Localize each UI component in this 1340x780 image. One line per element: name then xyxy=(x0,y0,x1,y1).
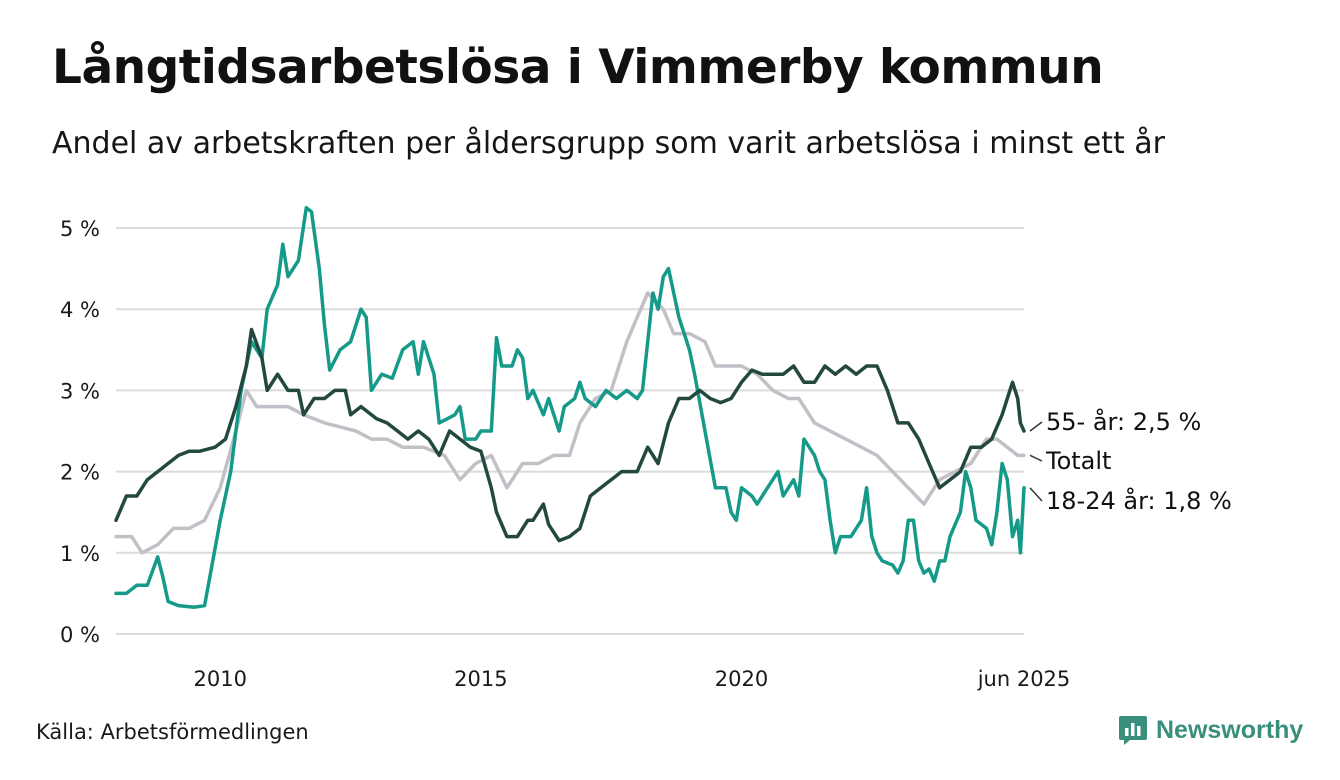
y-tick-label: 1 % xyxy=(60,542,100,566)
x-tick-label: 2020 xyxy=(715,667,768,691)
series-end-label: Totalt xyxy=(1045,447,1111,475)
series-end-label: 18-24 år: 1,8 % xyxy=(1046,486,1232,515)
y-tick-label: 0 % xyxy=(60,623,100,647)
y-tick-label: 3 % xyxy=(60,379,100,403)
chart-title: Långtidsarbetslösa i Vimmerby kommun xyxy=(52,40,1104,95)
y-tick-label: 4 % xyxy=(60,298,100,322)
series-line-0 xyxy=(114,291,1026,555)
source-note: Källa: Arbetsförmedlingen xyxy=(36,720,309,744)
end-labels: Totalt 18-24 år: 1,8 % 55- år: 2,5 % xyxy=(1029,407,1232,515)
brand-name: Newsworthy xyxy=(1156,715,1304,744)
series-line-1 xyxy=(114,205,1026,609)
x-tick-label: 2015 xyxy=(454,667,507,691)
y-axis-ticks: 0 % 1 % 2 % 3 % 4 % 5 % xyxy=(60,217,100,647)
end-label-connector xyxy=(1029,454,1043,462)
series-line-2 xyxy=(114,327,1026,543)
series-end-label: 55- år: 2,5 % xyxy=(1046,407,1201,436)
grid-lines xyxy=(116,227,1024,635)
x-tick-label: 2010 xyxy=(194,667,247,691)
bar-chart-logo-icon xyxy=(1119,716,1147,745)
series-lines xyxy=(114,205,1026,609)
x-tick-label: jun 2025 xyxy=(977,667,1071,691)
end-label-connector xyxy=(1029,421,1043,432)
line-chart: 0 %1 %2 %3 %4 %5 % 2010 2015 2020 jun 2025 … xyxy=(60,205,1232,691)
end-label-connector xyxy=(1029,487,1043,502)
y-tick-label: 5 % xyxy=(60,217,100,241)
x-axis-ticks: 2010 2015 2020 jun 2025 xyxy=(194,667,1071,691)
newsworthy-logo: Newsworthy xyxy=(1118,714,1303,746)
chart-subtitle: Andel av arbetskraften per åldersgrupp s… xyxy=(52,126,1165,161)
y-tick-label: 2 % xyxy=(60,461,100,485)
